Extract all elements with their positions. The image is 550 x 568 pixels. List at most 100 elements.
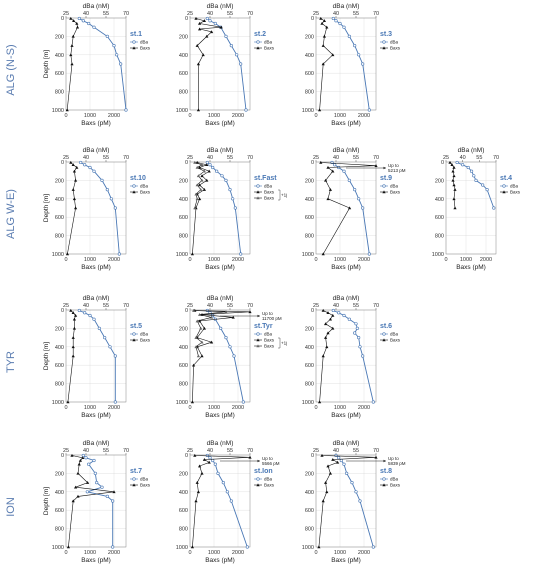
- top-tick-label: 70: [123, 303, 129, 309]
- baxs-data-point: [65, 108, 69, 112]
- legend-entry: Baxs: [510, 190, 521, 195]
- baxs-series-line: [67, 310, 76, 403]
- y-tick-label: 200: [55, 178, 64, 184]
- station-label: st.4: [500, 175, 512, 182]
- baxs-data-point: [193, 453, 197, 457]
- dba-data-point: [361, 206, 365, 210]
- dba-data-point: [92, 458, 96, 463]
- dba-data-point: [224, 336, 228, 340]
- dba-data-point: [87, 21, 91, 26]
- y-tick-label: 1000: [52, 108, 64, 114]
- annotation-line: 5839 pM: [388, 461, 406, 466]
- y-tick-label: 800: [305, 382, 314, 388]
- annotation-arrowhead: [257, 459, 260, 463]
- baxs-data-point: [192, 308, 196, 312]
- bottom-tick-label: 0: [314, 257, 317, 263]
- baxs-data-point: [194, 192, 198, 196]
- bottom-axis-title: Baxs (pM): [205, 264, 235, 271]
- y-tick-label: 200: [179, 178, 188, 184]
- bottom-axis-title: Baxs (pM): [81, 557, 111, 564]
- baxs-data-point: [71, 163, 75, 167]
- baxs-data-point: [195, 319, 199, 323]
- y-tick-label: 200: [305, 34, 314, 40]
- dba-data-point: [235, 53, 239, 57]
- dba-data-point: [232, 354, 236, 358]
- dba-data-point: [105, 188, 109, 192]
- bottom-tick-label: 2000: [232, 113, 244, 119]
- bottom-tick-label: 0: [314, 113, 317, 119]
- baxs-data-point: [75, 21, 79, 25]
- y-tick-label: 200: [55, 471, 64, 477]
- dba-data-point: [229, 43, 233, 48]
- baxs-data-point: [192, 363, 196, 367]
- top-tick-label: 40: [460, 155, 466, 161]
- dba-data-point: [353, 331, 357, 335]
- dba-data-point: [95, 481, 99, 485]
- bottom-tick-label: 0: [64, 113, 67, 119]
- baxs-data-point: [207, 460, 211, 464]
- plot-frame: [189, 454, 251, 548]
- dba-data-point: [115, 53, 119, 57]
- top-tick-label: 40: [207, 303, 213, 309]
- legend-entry: Baxs: [390, 190, 401, 195]
- baxs-data-point: [452, 174, 456, 178]
- y-axis-title: Depth [m]: [43, 342, 50, 370]
- station-label: st.3: [380, 31, 392, 38]
- station-label: st.Fast: [254, 175, 277, 182]
- baxs-data-point: [205, 178, 209, 182]
- dba-series-line: [333, 310, 374, 403]
- baxs-data-point: [452, 197, 456, 201]
- dba-data-point: [213, 462, 217, 466]
- dba-data-point: [355, 326, 359, 331]
- baxs-data-point: [326, 197, 330, 201]
- dba-data-point: [109, 197, 113, 201]
- baxs-data-point: [71, 345, 75, 349]
- dba-series-line: [335, 455, 374, 548]
- legend-entry: dBa: [390, 332, 399, 337]
- top-tick-label: 55: [227, 155, 233, 161]
- plot-frame: [445, 161, 497, 255]
- dba-series-line: [207, 162, 242, 255]
- baxs-data-point: [321, 499, 325, 503]
- y-tick-label: 800: [305, 527, 314, 533]
- bottom-tick-label: 2000: [108, 550, 120, 556]
- y-tick-label: 800: [305, 90, 314, 96]
- bottom-tick-label: 0: [188, 405, 191, 411]
- baxs-data-point: [326, 165, 330, 169]
- annotation-line: 11700 pM: [262, 316, 282, 321]
- y-tick-label: 0: [311, 160, 314, 166]
- legend-entry: dBa: [264, 184, 273, 189]
- bottom-tick-label: 0: [444, 257, 447, 263]
- baxs-data-point: [453, 188, 457, 191]
- dba-data-point: [358, 345, 362, 349]
- baxs-data-point: [72, 317, 76, 321]
- y-tick-label: 800: [179, 90, 188, 96]
- top-tick-label: 55: [476, 155, 482, 161]
- legend-entry: dBa: [140, 40, 149, 45]
- baxs-data-point: [71, 354, 75, 358]
- y-tick-label: 1000: [302, 108, 314, 114]
- dba-data-point: [334, 453, 338, 458]
- legend-bracket: [278, 337, 281, 349]
- bottom-axis-title: Baxs (pM): [331, 264, 361, 271]
- y-tick-label: 400: [55, 490, 64, 496]
- y-tick-label: 400: [305, 197, 314, 203]
- baxs-data-point: [71, 34, 75, 38]
- annotation-text: Up to 11700 pM: [262, 311, 282, 321]
- baxs-data-point: [324, 178, 328, 182]
- dba-data-point: [224, 34, 228, 39]
- baxs-data-point: [452, 165, 456, 169]
- legend-marker-triangle: [256, 196, 260, 200]
- dba-data-point: [208, 163, 212, 167]
- dba-data-point: [83, 311, 87, 315]
- baxs-series-line: [449, 162, 456, 209]
- y-tick-label: 200: [305, 178, 314, 184]
- top-axis-title: dBa (nM): [207, 295, 234, 302]
- bottom-tick-label: 1000: [334, 113, 346, 119]
- top-tick-label: 25: [187, 11, 193, 17]
- top-tick-label: 55: [103, 448, 109, 454]
- dba-data-point: [231, 197, 235, 201]
- dba-data-point: [245, 545, 249, 549]
